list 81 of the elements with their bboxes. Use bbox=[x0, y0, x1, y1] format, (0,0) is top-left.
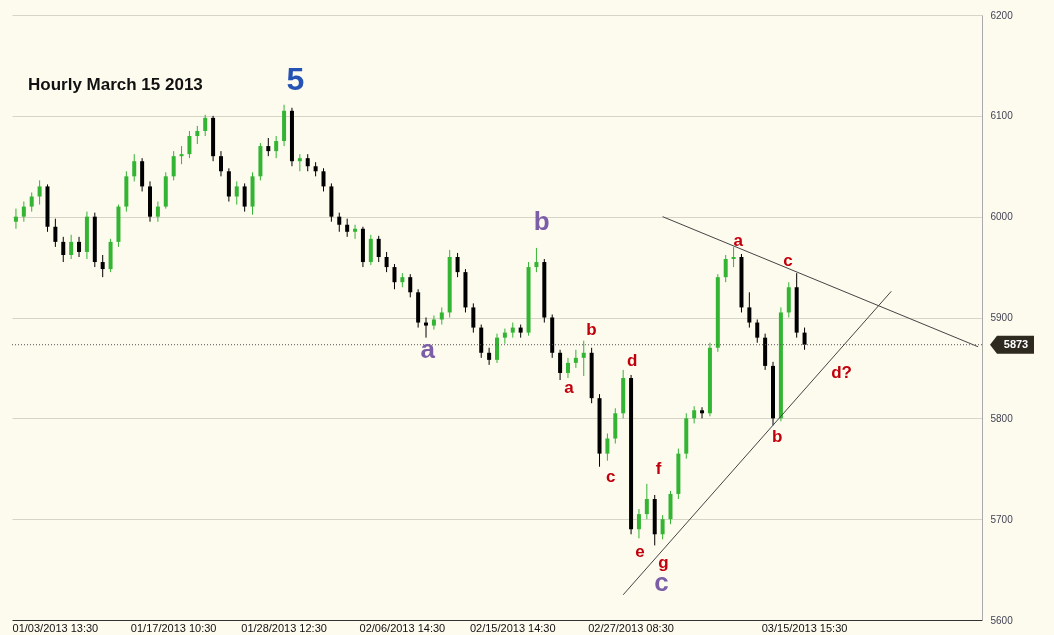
candlestick bbox=[731, 246, 736, 268]
candlestick bbox=[100, 254, 105, 278]
x-tick-label: 03/15/2013 15:30 bbox=[761, 621, 848, 634]
candlestick bbox=[558, 349, 563, 381]
candlestick bbox=[424, 317, 429, 339]
candlestick bbox=[605, 432, 610, 462]
annotation: d bbox=[627, 351, 638, 370]
candlestick bbox=[700, 406, 705, 419]
annotation: c bbox=[783, 251, 793, 270]
text: Hourly March 15 2013 bbox=[28, 75, 203, 94]
candlestick bbox=[755, 319, 760, 344]
candlestick bbox=[132, 153, 137, 182]
x-tick-label: 01/17/2013 10:30 bbox=[130, 621, 217, 634]
candlestick bbox=[61, 236, 66, 263]
candlestick bbox=[573, 349, 578, 369]
candlestick bbox=[69, 234, 74, 260]
candlestick bbox=[660, 514, 665, 540]
annotation: b bbox=[586, 320, 597, 339]
x-tick-label: 01/03/2013 13:30 bbox=[12, 621, 99, 634]
annotation: d? bbox=[831, 363, 852, 382]
candlestick bbox=[242, 182, 247, 213]
annotation: c bbox=[606, 467, 616, 486]
candlestick bbox=[274, 135, 279, 159]
annotation: b bbox=[533, 206, 550, 236]
candlestick bbox=[408, 273, 413, 298]
annotation: a bbox=[564, 378, 575, 397]
annotation: 5 bbox=[286, 61, 305, 97]
candlestick bbox=[234, 180, 239, 206]
y-tick-label: 5800 bbox=[990, 412, 1014, 424]
candlestick bbox=[723, 254, 728, 283]
candlestick bbox=[534, 247, 539, 273]
annotation: a bbox=[420, 334, 436, 364]
candlestick bbox=[171, 150, 176, 181]
candlestick bbox=[29, 191, 34, 213]
candlestick bbox=[266, 137, 271, 157]
candlestick bbox=[495, 333, 499, 364]
candlestick bbox=[644, 483, 649, 520]
x-tick-label: 02/15/2013 14:30 bbox=[469, 621, 556, 634]
x-tick-label: 01/28/2013 12:30 bbox=[241, 621, 327, 634]
candlestick bbox=[21, 201, 26, 223]
y-tick-label: 6000 bbox=[990, 211, 1014, 223]
candlestick bbox=[321, 167, 326, 192]
ref-line-label: 5873 bbox=[1003, 337, 1029, 350]
y-tick-label: 5700 bbox=[990, 513, 1014, 525]
candlestick bbox=[384, 251, 389, 273]
candlestick bbox=[471, 302, 476, 334]
candlestick bbox=[218, 150, 223, 177]
annotation: e bbox=[635, 542, 645, 561]
candlestick bbox=[13, 208, 18, 230]
candlestick bbox=[368, 234, 373, 266]
candlestick bbox=[802, 327, 807, 351]
y-tick-label: 5900 bbox=[990, 312, 1014, 323]
candlestick bbox=[565, 357, 570, 379]
candlestick bbox=[77, 236, 82, 258]
candlestick bbox=[37, 179, 42, 206]
candlestick bbox=[353, 224, 358, 240]
candlestick bbox=[155, 201, 160, 223]
y-tick-label: 6100 bbox=[990, 110, 1014, 122]
candlestick bbox=[502, 328, 507, 345]
y-tick-label: 5600 bbox=[990, 614, 1014, 626]
annotation: f bbox=[655, 459, 662, 478]
candlestick bbox=[431, 314, 436, 331]
candlestick bbox=[581, 340, 586, 377]
candlestick bbox=[747, 291, 752, 329]
annotation: b bbox=[772, 427, 783, 446]
candlestick bbox=[345, 218, 350, 238]
candlestick bbox=[455, 252, 460, 278]
y-tick-label: 6200 bbox=[990, 9, 1014, 21]
x-tick-label: 02/06/2013 14:30 bbox=[359, 621, 446, 634]
candlestick bbox=[195, 125, 200, 145]
x-tick-label: 02/27/2013 08:30 bbox=[588, 621, 674, 634]
candlestick bbox=[187, 130, 192, 159]
candlestick bbox=[636, 508, 641, 539]
candlestick bbox=[392, 263, 397, 290]
candlestick bbox=[179, 145, 184, 165]
candlestick bbox=[376, 235, 381, 263]
candlestick bbox=[487, 347, 492, 366]
candlestick bbox=[337, 212, 342, 233]
annotation: a bbox=[733, 231, 744, 250]
candlestick bbox=[203, 114, 208, 137]
candlestick bbox=[53, 218, 58, 248]
